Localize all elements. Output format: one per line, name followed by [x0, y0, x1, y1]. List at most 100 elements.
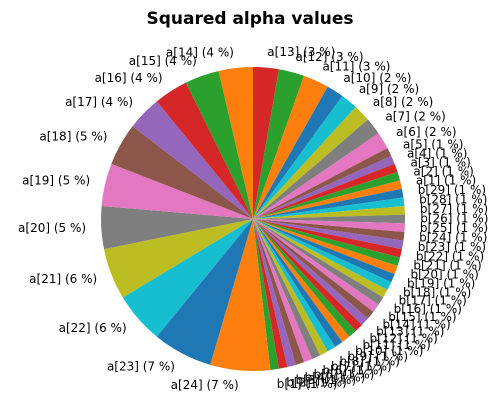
pie-label-b24: b[24] (1 %) [419, 231, 487, 245]
pie-slice-a1 [253, 180, 402, 219]
pie-label-a18: a[18] (5 %) [39, 129, 107, 143]
pie-label-a20: a[20] (5 %) [18, 221, 86, 235]
pie-slice-b1 [253, 219, 279, 371]
pie-label-a12: a[12] (3 %) [296, 50, 364, 64]
pie-slice-a7 [253, 119, 379, 219]
pie-label-b26: b[26] (1 %) [420, 212, 488, 226]
pie-label-b22: b[22] (1 %) [416, 249, 484, 263]
pie-slice-b23 [253, 219, 404, 250]
pie-slice-b2 [253, 219, 288, 369]
pie-label-b12: b[12] (1 %) [370, 331, 438, 345]
pie-label-a2: a[2] (1 %) [413, 164, 473, 178]
pie-slice-b29 [253, 188, 404, 219]
pie-label-b17: b[17] (1 %) [399, 294, 467, 308]
pie-label-b27: b[27] (1 %) [420, 202, 488, 216]
pie-label-a9: a[9] (2 %) [359, 82, 419, 96]
pie-slice-a24 [210, 219, 271, 371]
pie-slice-b9 [253, 219, 343, 347]
pie-slice-b19 [253, 219, 395, 283]
pie-label-a13: a[13] (3 %) [267, 45, 335, 59]
pie-slice-b11 [253, 219, 356, 337]
pie-slice-b25 [253, 219, 405, 233]
pie-label-b7: b[7] (1 %) [331, 359, 392, 373]
pie-slice-b8 [253, 219, 336, 352]
pie-slice-a16 [156, 82, 253, 219]
pie-slice-b15 [253, 219, 379, 312]
pie-label-b20: b[20] (1 %) [410, 268, 478, 282]
pie-slice-b24 [253, 219, 405, 241]
pie-label-a17: a[17] (4 %) [65, 95, 133, 109]
pie-label-a6: a[6] (2 %) [396, 125, 456, 139]
pie-label-a11: a[11] (3 %) [322, 59, 390, 73]
pie-label-b13: b[13] (1 %) [376, 325, 444, 339]
pie-label-a5: a[5] (1 %) [403, 138, 463, 152]
pie-label-b29: b[29] (1 %) [418, 183, 486, 197]
pie-label-b18: b[18] (1 %) [403, 285, 471, 299]
pie-slice-b27 [253, 205, 405, 219]
pie-slice-b28 [253, 197, 405, 219]
pie-slice-a2 [253, 172, 401, 219]
pie-slice-a21 [104, 219, 253, 298]
pie-label-a15: a[15] (4 %) [129, 54, 197, 68]
pie-slice-b17 [253, 219, 388, 298]
pie-slice-a6 [253, 133, 388, 219]
pie-label-a3: a[3] (1 %) [410, 155, 470, 169]
pie-slice-a4 [253, 155, 395, 219]
pie-slice-a15 [185, 70, 253, 219]
pie-slice-a5 [253, 148, 392, 219]
pie-slice-a23 [156, 219, 253, 365]
pie-slice-a19 [101, 163, 253, 219]
pie-slice-b7 [253, 219, 328, 356]
pie-slice-b14 [253, 219, 374, 319]
pie-slice-b10 [253, 219, 350, 342]
pie-slice-a10 [253, 86, 343, 220]
pie-slice-a13 [253, 67, 279, 219]
pie-label-b11: b[11] (1 %) [362, 338, 430, 352]
pie-label-b8: b[8] (1 %) [339, 355, 400, 369]
pie-label-a23: a[23] (7 %) [107, 359, 175, 373]
pie-label-a19: a[19] (5 %) [22, 174, 90, 188]
pie-label-a1: a[1] (1 %) [416, 174, 476, 188]
pie-label-b4: b[4] (1 %) [305, 371, 366, 385]
pie-label-a8: a[8] (2 %) [373, 95, 433, 109]
pie-label-b19: b[19] (1 %) [407, 277, 475, 291]
pie-label-a7: a[7] (2 %) [385, 109, 445, 123]
pie-label-a22: a[22] (6 %) [59, 321, 127, 335]
pie-slice-b13 [253, 219, 368, 325]
pie-slices [101, 67, 406, 371]
pie-label-b1: b[1] (1 %) [277, 377, 338, 391]
pie-slice-b21 [253, 219, 401, 266]
pie-label-b25: b[25] (1 %) [420, 221, 488, 235]
pie-label-b5: b[5] (1 %) [314, 367, 375, 381]
pie-slice-b18 [253, 219, 392, 290]
pie-slice-a22 [122, 219, 253, 337]
pie-label-b9: b[9] (1 %) [347, 350, 408, 364]
pie-slice-a8 [253, 107, 368, 219]
pie-label-b21: b[21] (1 %) [413, 259, 481, 273]
pie-label-b14: b[14] (1 %) [382, 317, 450, 331]
pie-slice-b12 [253, 219, 362, 331]
pie-slice-b5 [253, 219, 313, 363]
pie-label-a4: a[4] (1 %) [407, 146, 467, 160]
pie-slice-b26 [253, 214, 406, 224]
pie-slice-a11 [253, 75, 328, 219]
pie-label-b10: b[10] (1 %) [355, 344, 423, 358]
pie-slice-a17 [132, 101, 253, 219]
pie-label-b16: b[16] (1 %) [394, 302, 462, 316]
chart-title: Squared alpha values [146, 9, 353, 29]
pie-slice-a12 [253, 69, 305, 219]
pie-label-b3: b[3] (1 %) [296, 373, 357, 387]
pie-label-b15: b[15] (1 %) [388, 310, 456, 324]
pie-slice-b6 [253, 219, 321, 360]
pie-slice-b4 [253, 219, 305, 365]
pie-slice-a14 [218, 67, 253, 219]
pie-slice-a9 [253, 96, 356, 219]
pie-slice-b22 [253, 219, 402, 258]
pie-slice-b20 [253, 219, 398, 275]
pie-label-b28: b[28] (1 %) [419, 192, 487, 206]
pie-label-a24: a[24] (7 %) [171, 378, 239, 392]
pie-label-a14: a[14] (4 %) [166, 45, 234, 59]
pie-label-a10: a[10] (2 %) [343, 71, 411, 85]
pie-label-a16: a[16] (4 %) [95, 71, 163, 85]
